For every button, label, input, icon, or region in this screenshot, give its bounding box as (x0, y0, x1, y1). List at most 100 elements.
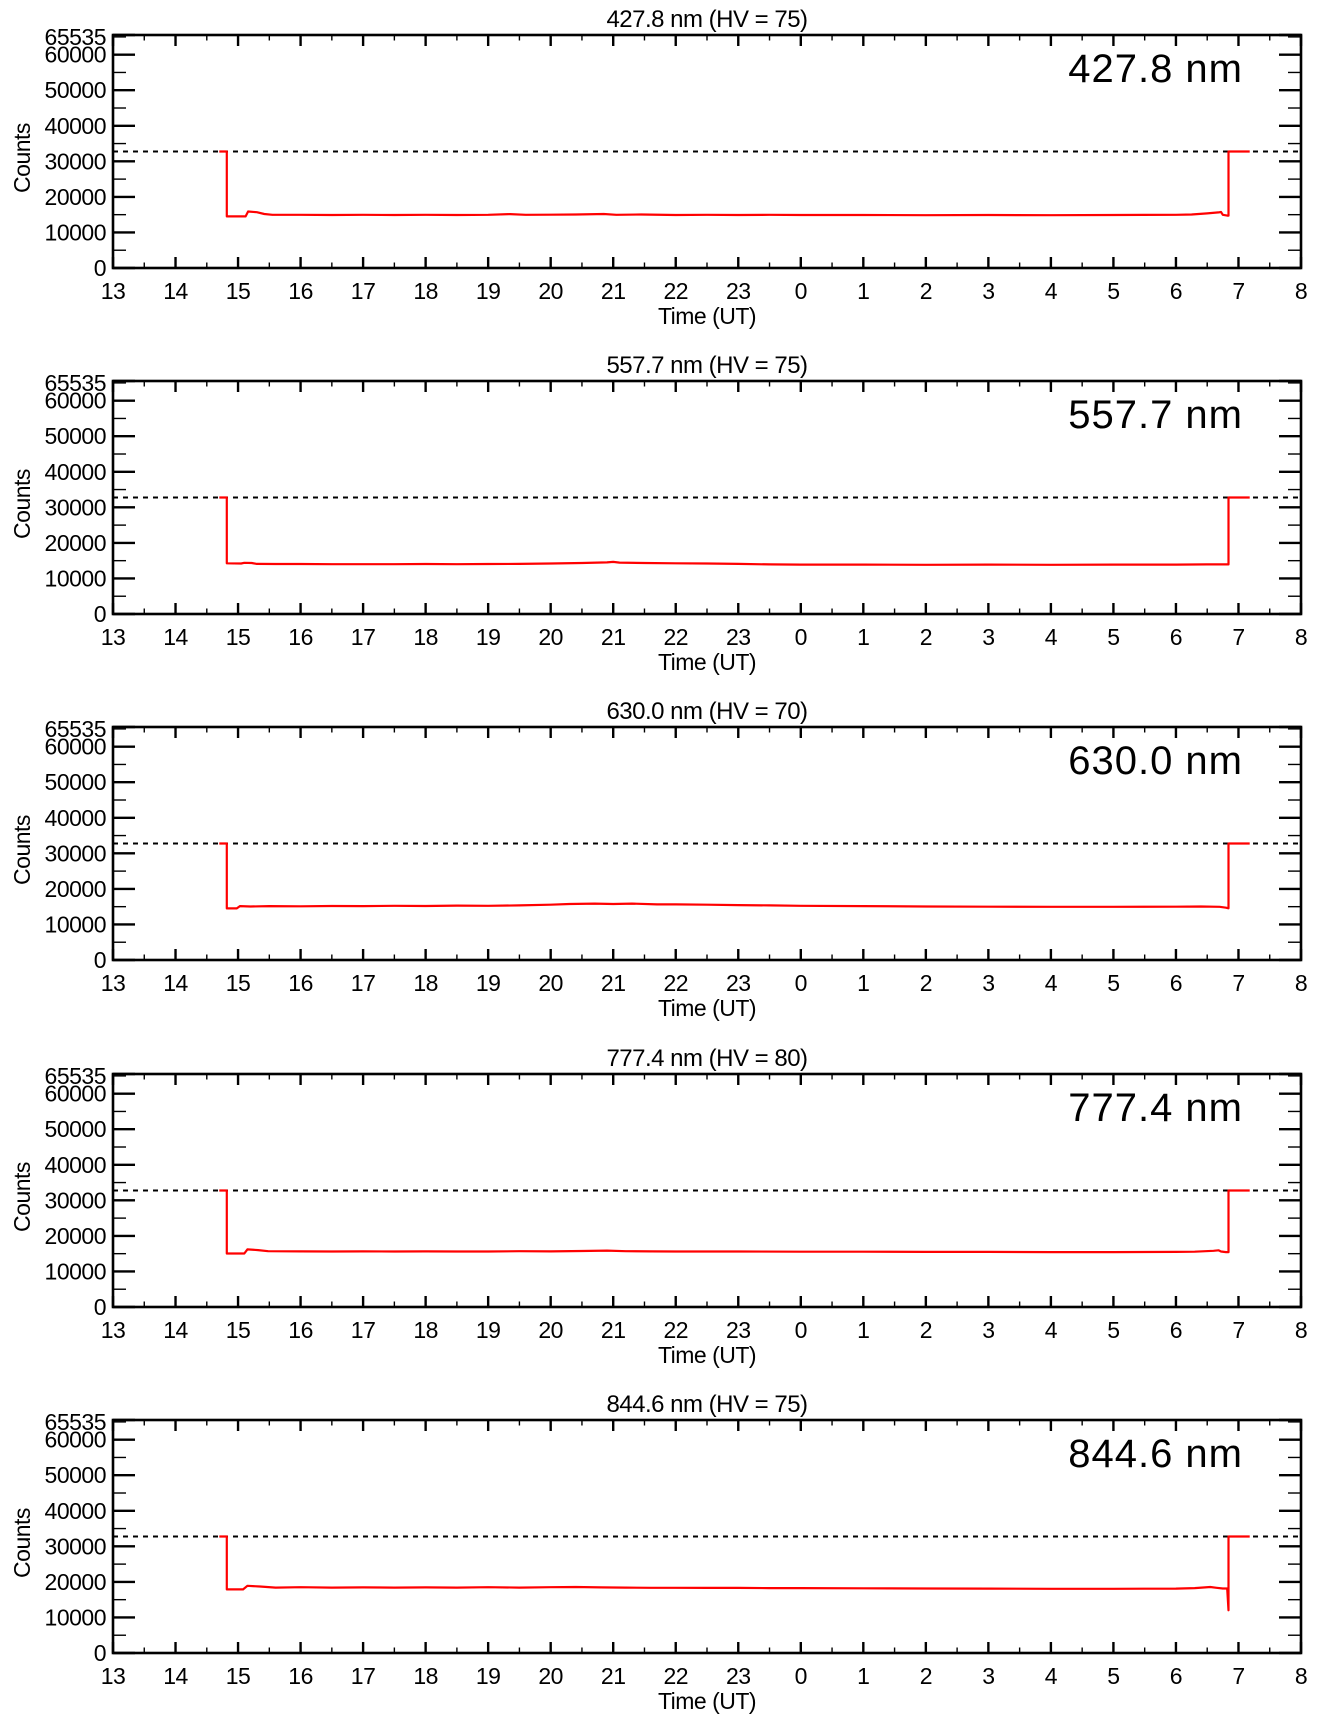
chart-svg-427.8nm: 13 14 15 16 17 18 19 20 21 22 23 0 1 2 3 4 5 6 7 8010000200… (9, 6, 1308, 329)
x-tick-label: 15 (226, 278, 251, 304)
x-tick-label: 7 (1232, 1663, 1244, 1689)
chart-panel-777.4nm: 13 14 15 16 17 18 19 20 21 22 23 0 1 2 3 4 5 6 7 8 0 10000 200… (0, 1039, 1336, 1385)
x-tick-label: 2 (920, 1663, 932, 1689)
x-tick-label: 4 (1045, 1317, 1058, 1343)
y-tick-label: 65535 (45, 716, 106, 742)
x-tick-label: 22 (663, 624, 688, 650)
y-tick-label: 10000 (45, 565, 106, 591)
x-tick-label: 6 (1170, 624, 1182, 650)
y-tick-label: 40000 (45, 1498, 106, 1524)
x-axis-title: Time (UT) (658, 649, 756, 675)
x-tick-label: 22 (663, 278, 688, 304)
x-tick-label: 19 (476, 624, 501, 650)
x-tick-label: 4 (1045, 278, 1058, 304)
y-tick-label: 0 (94, 601, 106, 627)
x-tick-label: 6 (1170, 1317, 1182, 1343)
y-axis-title: Counts (9, 815, 35, 885)
x-tick-label: 2 (920, 624, 932, 650)
x-tick-label: 2 (920, 970, 932, 996)
y-tick-label: 30000 (45, 494, 106, 520)
y-tick-label: 60000 (45, 734, 106, 760)
x-tick-label: 4 (1045, 970, 1058, 996)
counts-series-line (219, 496, 1250, 566)
x-tick-label: 16 (288, 624, 313, 650)
y-tick-label: 50000 (45, 1116, 106, 1142)
x-tick-label: 17 (351, 1663, 376, 1689)
x-tick-label: 0 (795, 1663, 807, 1689)
x-tick-label: 7 (1232, 1317, 1244, 1343)
x-tick-label: 20 (538, 1663, 563, 1689)
x-tick-label: 21 (601, 624, 626, 650)
y-tick-label: 40000 (45, 459, 106, 485)
x-tick-label: 23 (726, 970, 751, 996)
x-tick-label: 22 (663, 970, 688, 996)
x-tick-label: 18 (413, 278, 438, 304)
x-tick-label: 1 (857, 278, 869, 304)
x-tick-label: 8 (1295, 1317, 1307, 1343)
x-tick-label: 6 (1170, 970, 1182, 996)
x-tick-label: 8 (1295, 1663, 1307, 1689)
counts-series-line (219, 842, 1250, 910)
y-tick-label: 65535 (45, 370, 106, 396)
x-axis-title: Time (UT) (658, 303, 756, 329)
x-tick-label: 5 (1107, 624, 1119, 650)
x-tick-label: 8 (1295, 278, 1307, 304)
y-tick-label: 50000 (45, 77, 106, 103)
wavelength-corner-label: 557.7 nm (1068, 393, 1243, 437)
panel-title: 777.4 nm (HV = 80) (606, 1045, 807, 1072)
counts-series-line (219, 1189, 1250, 1255)
x-tick-label: 19 (476, 970, 501, 996)
y-axis-title: Counts (9, 1162, 35, 1232)
x-tick-label: 13 (101, 624, 126, 650)
y-tick-label: 10000 (45, 219, 106, 245)
x-tick-label: 6 (1170, 1663, 1182, 1689)
y-tick-label: 50000 (45, 769, 106, 795)
x-tick-label: 7 (1232, 970, 1244, 996)
x-tick-label: 20 (538, 970, 563, 996)
y-tick-label: 20000 (45, 1569, 106, 1595)
y-tick-label: 40000 (45, 1152, 106, 1178)
chart-svg-630.0nm: 13 14 15 16 17 18 19 20 21 22 23 0 1 2 3 4 5 6 7 8010000200… (9, 698, 1308, 1021)
x-tick-label: 8 (1295, 970, 1307, 996)
y-tick-label: 60000 (45, 42, 106, 68)
y-tick-label: 50000 (45, 423, 106, 449)
x-tick-label: 22 (663, 1663, 688, 1689)
chart-panel-844.6nm: 13 14 15 16 17 18 19 20 21 22 23 0 1 2 3 4 5 6 7 8 0 10000 200… (0, 1385, 1336, 1731)
x-tick-label: 23 (726, 278, 751, 304)
x-tick-label: 4 (1045, 624, 1058, 650)
x-tick-label: 17 (351, 278, 376, 304)
x-tick-label: 13 (101, 970, 126, 996)
x-tick-label: 23 (726, 1317, 751, 1343)
x-tick-label: 16 (288, 1663, 313, 1689)
panel-title: 630.0 nm (HV = 70) (606, 698, 807, 725)
y-axis-title: Counts (9, 1508, 35, 1578)
x-axis-title: Time (UT) (658, 1342, 756, 1368)
x-axis-title: Time (UT) (658, 1688, 756, 1714)
x-tick-label: 17 (351, 624, 376, 650)
x-tick-label: 3 (982, 278, 994, 304)
chart-panel-630.0nm: 13 14 15 16 17 18 19 20 21 22 23 0 1 2 3 4 5 6 7 8 0 10000 200… (0, 692, 1336, 1038)
x-tick-label: 22 (663, 1317, 688, 1343)
x-tick-label: 21 (601, 1663, 626, 1689)
x-tick-label: 21 (601, 1317, 626, 1343)
y-tick-label: 0 (94, 947, 106, 973)
panel-title: 427.8 nm (HV = 75) (606, 6, 807, 33)
x-tick-label: 13 (101, 1663, 126, 1689)
x-tick-label: 0 (795, 1317, 807, 1343)
x-tick-label: 14 (163, 624, 188, 650)
x-tick-label: 15 (226, 1317, 251, 1343)
wavelength-corner-label: 630.0 nm (1068, 739, 1243, 783)
x-tick-label: 20 (538, 1317, 563, 1343)
y-tick-label: 60000 (45, 1081, 106, 1107)
x-tick-label: 17 (351, 1317, 376, 1343)
y-axis-title: Counts (9, 123, 35, 193)
x-tick-label: 18 (413, 1663, 438, 1689)
x-tick-label: 0 (795, 970, 807, 996)
x-tick-label: 4 (1045, 1663, 1058, 1689)
x-tick-label: 19 (476, 278, 501, 304)
y-tick-label: 50000 (45, 1462, 106, 1488)
x-tick-label: 15 (226, 970, 251, 996)
x-tick-label: 23 (726, 1663, 751, 1689)
x-tick-label: 16 (288, 278, 313, 304)
x-tick-label: 5 (1107, 1663, 1119, 1689)
